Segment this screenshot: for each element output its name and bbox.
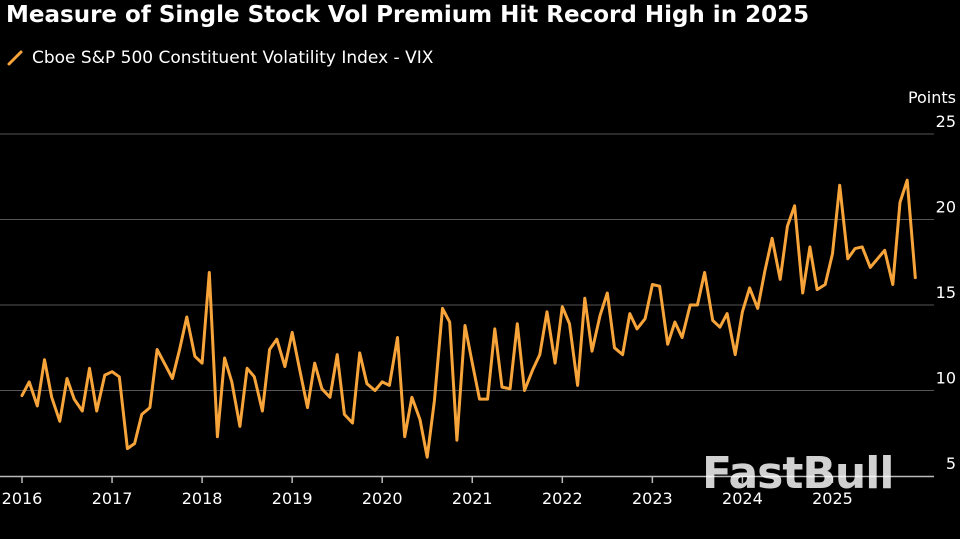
x-tick-label-2017: 2017 [92,489,133,508]
chart-title: Measure of Single Stock Vol Premium Hit … [6,2,810,28]
x-tick-label-2020: 2020 [362,489,403,508]
legend-swatch-icon [7,50,23,66]
y-tick-label-25: 25 [936,112,956,131]
x-tick-label-2018: 2018 [182,489,223,508]
x-tick-label-2024: 2024 [722,489,763,508]
y-tick-label-20: 20 [936,198,956,217]
y-tick-label-10: 10 [936,369,956,388]
y-tick-label-5: 5 [946,454,956,473]
x-tick-label-2019: 2019 [272,489,313,508]
x-tick-label-2025: 2025 [812,489,853,508]
x-tick-label-2021: 2021 [452,489,493,508]
y-axis-label: Points [908,88,956,107]
series-line-vix [20,178,917,459]
y-tick-label-15: 15 [936,283,956,302]
x-tick-label-2016: 2016 [2,489,43,508]
x-tick-label-2022: 2022 [542,489,583,508]
x-tick-label-2023: 2023 [632,489,673,508]
legend-label: Cboe S&P 500 Constituent Volatility Inde… [32,48,434,68]
watermark-logo: FastBull [702,448,894,499]
legend: Cboe S&P 500 Constituent Volatility Inde… [6,48,433,68]
